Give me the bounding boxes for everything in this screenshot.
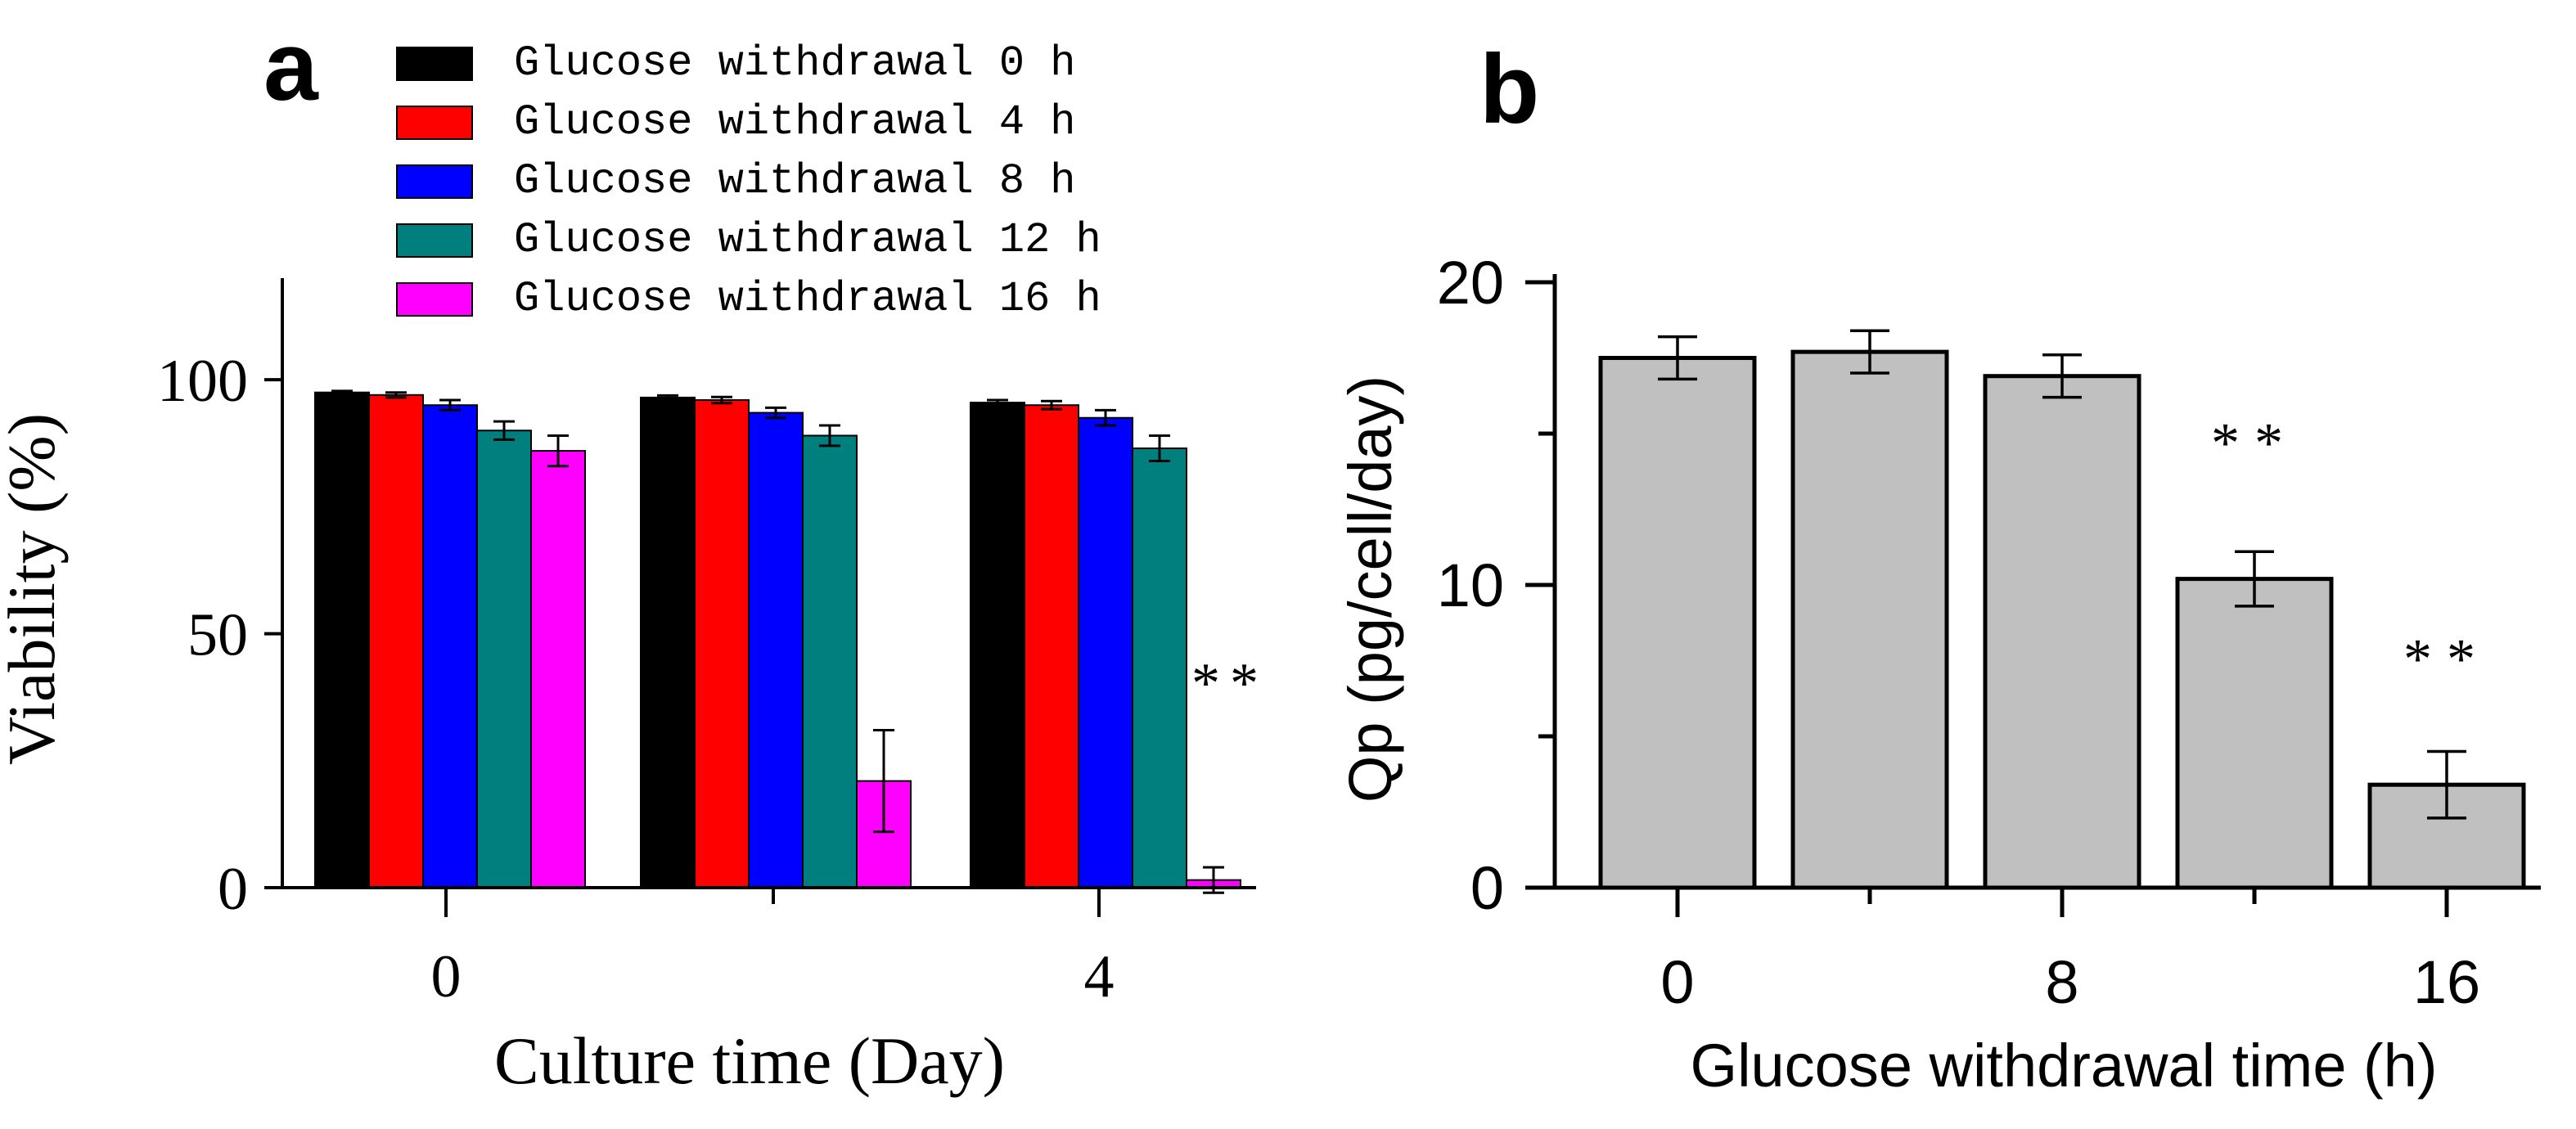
x-tick-label: 8	[2045, 948, 2078, 1016]
x-tick-label: 16	[2413, 948, 2480, 1016]
legend-label: Glucose withdrawal 4 h	[514, 98, 1076, 146]
bar	[314, 391, 370, 888]
y-tick-label: 100	[157, 348, 248, 415]
bar	[1790, 349, 1949, 890]
bar	[1024, 404, 1079, 889]
axes: ** ** 0 10 20 0 8 16	[1437, 249, 2541, 1016]
bar	[530, 450, 586, 888]
x-axis-title: Culture time (Day)	[494, 1023, 1005, 1098]
legend-label: Glucose withdrawal 12 h	[514, 216, 1101, 264]
bar	[368, 394, 424, 888]
panel-b-chart: ** ** 0 10 20 0 8 16 Qp (pg/cell/day) Glucose w…	[1336, 249, 2541, 1100]
significance-marker: **	[2403, 628, 2490, 691]
bar	[748, 412, 804, 889]
bar	[1078, 416, 1133, 888]
bar	[1132, 447, 1187, 888]
panel-a-chart: Glucose withdrawal 0 h Glucose withdrawal…	[0, 39, 1268, 1098]
x-tick-label: 0	[431, 943, 462, 1010]
legend: Glucose withdrawal 0 h Glucose withdrawal…	[396, 39, 1101, 323]
bar	[422, 404, 478, 889]
bar	[802, 434, 858, 888]
bar	[1598, 356, 1757, 890]
y-tick-label: 20	[1437, 249, 1504, 317]
y-tick-label: 0	[218, 856, 248, 923]
legend-label: Glucose withdrawal 16 h	[514, 275, 1101, 323]
x-tick-label: 0	[1660, 948, 1694, 1016]
y-tick-label: 10	[1437, 551, 1504, 619]
bars-group	[314, 389, 1241, 894]
bar	[1983, 374, 2141, 890]
bar	[970, 402, 1025, 888]
legend-swatch	[396, 282, 473, 317]
axes: 0 50 100 0 4 **	[157, 278, 1268, 1010]
bar	[640, 396, 696, 889]
y-axis-title: Viability (%)	[0, 413, 69, 765]
x-tick-label: 4	[1084, 943, 1115, 1010]
bar	[694, 399, 750, 888]
legend-swatch	[396, 164, 473, 199]
legend-swatch	[396, 47, 473, 81]
legend-swatch	[396, 223, 473, 258]
bars-group	[1598, 329, 2526, 890]
bar	[476, 430, 532, 888]
y-tick-label: 0	[1470, 854, 1504, 922]
y-tick-label: 50	[187, 602, 248, 669]
legend-swatch	[396, 106, 473, 140]
y-axis-title: Qp (pg/cell/day)	[1336, 376, 1404, 803]
legend-label: Glucose withdrawal 8 h	[514, 157, 1076, 205]
significance-marker: **	[1191, 652, 1268, 715]
x-axis-title: Glucose withdrawal time (h)	[1691, 1032, 2438, 1100]
panel-label-a: a	[263, 11, 319, 121]
significance-marker: **	[2211, 412, 2298, 475]
bar	[2175, 577, 2334, 890]
legend-label: Glucose withdrawal 0 h	[514, 39, 1076, 88]
panel-label-b: b	[1479, 34, 1539, 144]
